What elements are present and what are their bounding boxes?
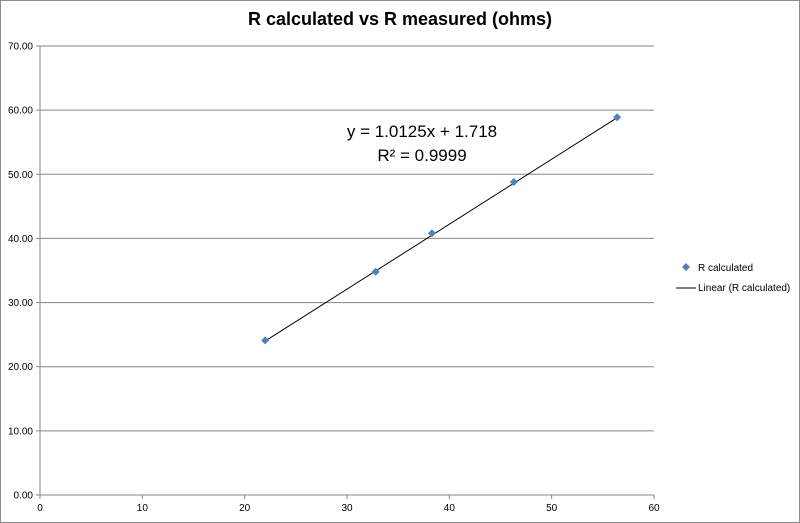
trendline-equation: y = 1.0125x + 1.718: [347, 122, 497, 141]
data-point: [371, 267, 380, 276]
x-tick-label: 40: [444, 503, 456, 514]
x-tick-label: 20: [239, 503, 251, 514]
gridlines: [40, 45, 654, 432]
x-tick-label: 30: [341, 503, 353, 514]
x-tick-label: 10: [137, 503, 149, 514]
x-tick-label: 50: [546, 503, 558, 514]
x-tick-label: 0: [37, 503, 43, 514]
y-tick-label: 30.00: [8, 298, 33, 309]
y-tick-label: 60.00: [8, 106, 33, 117]
trendline: [264, 117, 618, 342]
data-point: [509, 177, 518, 186]
y-tick-label: 20.00: [8, 362, 33, 373]
legend-label-linear: Linear (R calculated): [698, 283, 790, 294]
trendline-group: [264, 117, 618, 342]
legend: R calculated Linear (R calculated): [676, 263, 790, 294]
legend-label-r-calculated: R calculated: [698, 263, 753, 274]
axes: [36, 45, 655, 499]
y-tick-label: 50.00: [8, 170, 33, 181]
data-point: [261, 336, 270, 345]
legend-marker-r-calculated: [682, 263, 690, 271]
x-tick-label: 60: [648, 503, 660, 514]
y-tick-label: 0.00: [14, 491, 34, 502]
y-tick-label: 70.00: [8, 42, 33, 53]
x-tick-labels: 0 10 20 30 40 50 60: [37, 503, 660, 514]
data-point: [427, 229, 436, 238]
data-points: [261, 113, 622, 345]
data-point: [613, 113, 622, 122]
y-tick-labels: 0.00 10.00 20.00 30.00 40.00 50.00 60.00 70.00: [8, 42, 33, 502]
trendline-r-squared: R² = 0.9999: [377, 146, 466, 165]
chart-title: R calculated vs R measured (ohms): [247, 9, 553, 29]
y-tick-label: 40.00: [8, 234, 33, 245]
y-tick-label: 10.00: [8, 426, 33, 437]
